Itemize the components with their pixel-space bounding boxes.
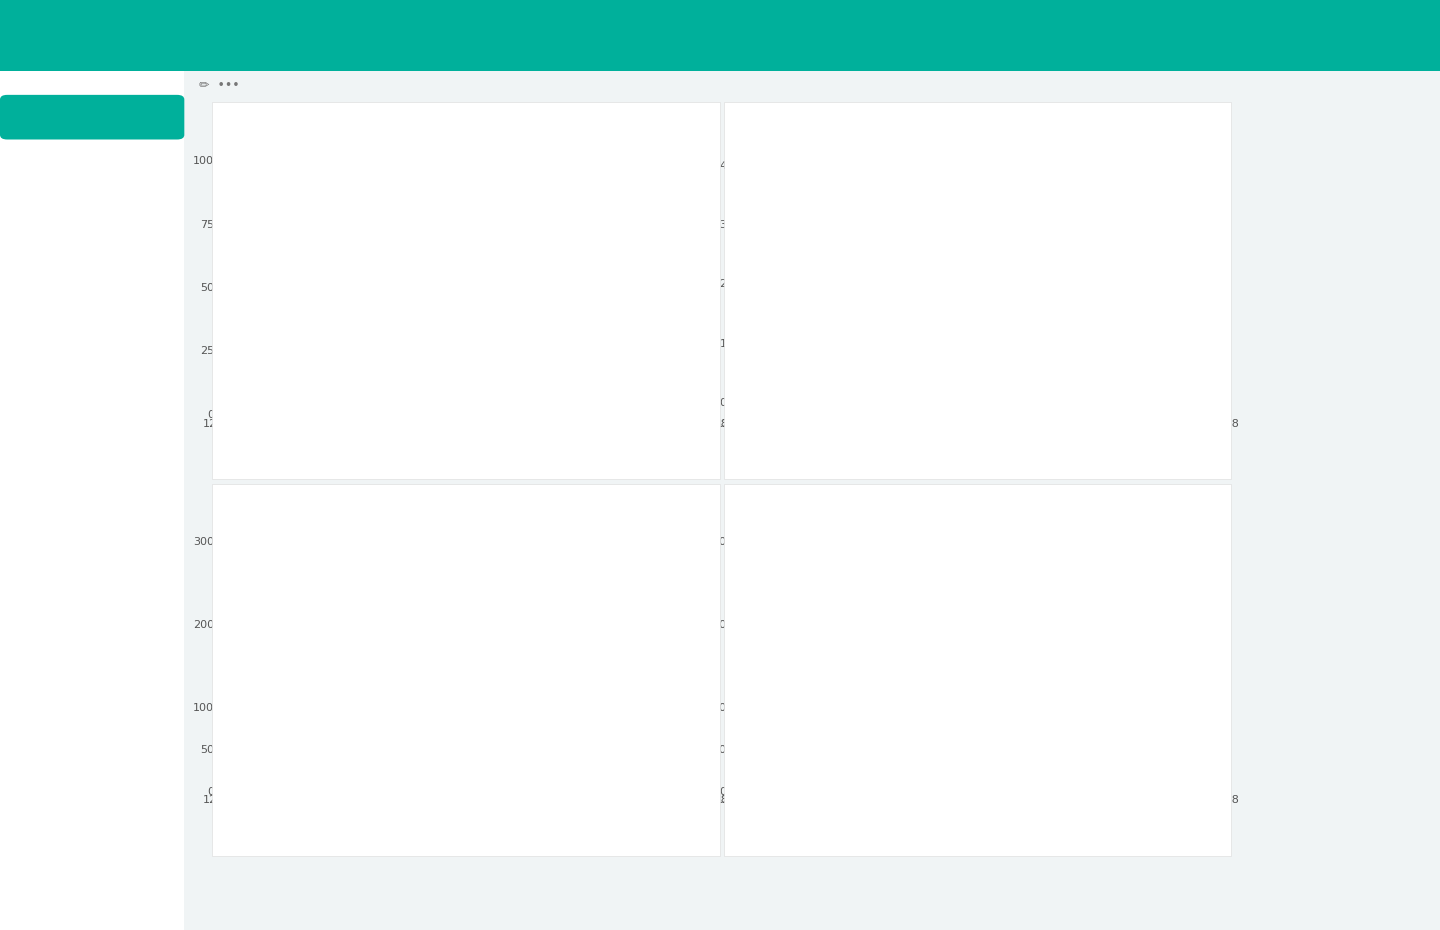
Point xyxy=(720,276,743,291)
Text: Pressure (PSI): Pressure (PSI) xyxy=(291,829,367,838)
Bar xyxy=(958,135,998,414)
Point xyxy=(884,765,907,780)
Point xyxy=(455,371,478,386)
Point xyxy=(701,583,724,598)
Point xyxy=(207,766,230,781)
Point xyxy=(660,229,683,244)
Point xyxy=(1172,625,1195,640)
Bar xyxy=(363,135,405,414)
Text: Impostazioni: Impostazioni xyxy=(55,550,130,563)
Point xyxy=(289,371,312,386)
Point xyxy=(577,770,600,785)
Point xyxy=(619,650,642,665)
Bar xyxy=(589,135,755,414)
Point xyxy=(660,625,683,640)
FancyBboxPatch shape xyxy=(269,825,287,842)
Point xyxy=(1212,583,1236,598)
Bar xyxy=(363,516,405,790)
Text: Temperatura (°C): Temperatura (°C) xyxy=(291,452,387,461)
Text: ● nosco: ● nosco xyxy=(75,26,156,45)
Point xyxy=(619,267,642,282)
Point xyxy=(289,765,312,780)
Bar xyxy=(1102,135,1266,414)
Point xyxy=(1008,737,1031,752)
Point xyxy=(1212,335,1236,350)
Text: Letture: Letture xyxy=(71,308,114,321)
Text: Compressori attivi: Compressori attivi xyxy=(804,452,906,461)
Point xyxy=(701,179,724,193)
Bar xyxy=(876,516,916,790)
Text: Pressure (PSI): Pressure (PSI) xyxy=(804,829,880,838)
Text: Factory: Factory xyxy=(71,405,114,418)
Point xyxy=(884,276,907,291)
Point xyxy=(802,765,825,780)
Text: ✏  •••: ✏ ••• xyxy=(199,79,239,92)
Point xyxy=(1130,650,1153,665)
Text: Copyright ©Leanbit srl 2021: Copyright ©Leanbit srl 2021 xyxy=(22,902,163,911)
Point xyxy=(1090,329,1113,344)
Bar xyxy=(1102,516,1266,790)
FancyBboxPatch shape xyxy=(782,448,799,465)
Text: Visualizza Dati: Visualizza Dati xyxy=(43,259,141,272)
Point xyxy=(372,765,395,780)
Point xyxy=(495,737,518,752)
Point xyxy=(966,765,989,780)
Text: ⚡  IoT: ⚡ IoT xyxy=(71,110,114,125)
Text: Eventi: Eventi xyxy=(73,356,111,369)
Point xyxy=(495,343,518,358)
Point xyxy=(720,766,743,781)
Text: Collaudi: Collaudi xyxy=(68,501,117,514)
Bar xyxy=(589,516,755,790)
Text: Non conformità: Non conformità xyxy=(46,453,138,466)
Point xyxy=(1048,276,1071,291)
Point xyxy=(577,365,600,380)
Point xyxy=(207,374,230,389)
FancyBboxPatch shape xyxy=(269,448,287,465)
Point xyxy=(1090,770,1113,785)
Text: Dispositivi: Dispositivi xyxy=(62,211,122,224)
Point xyxy=(455,765,478,780)
FancyBboxPatch shape xyxy=(782,825,799,842)
Point xyxy=(372,371,395,386)
Text: IoT  /  Dashboard  /  8FMG23HPA: IoT / Dashboard / 8FMG23HPA xyxy=(245,29,448,42)
Text: Overview: Overview xyxy=(65,163,120,176)
